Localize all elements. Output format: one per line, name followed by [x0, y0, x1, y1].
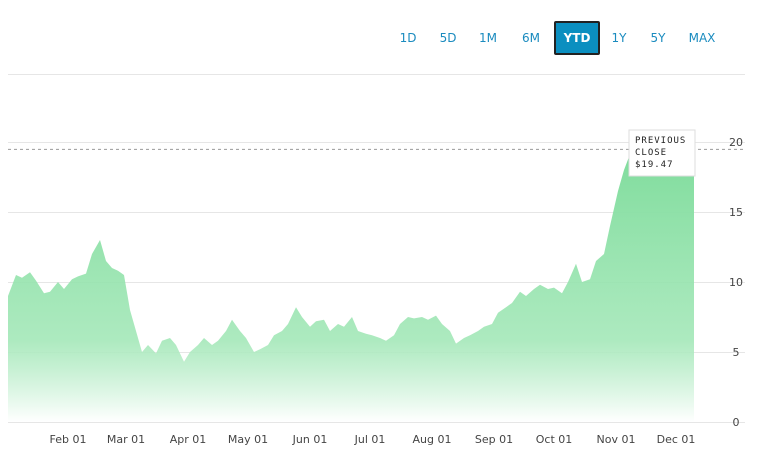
x-axis: Feb 01 Mar 01 Apr 01 May 01 Jun 01 Jul 01 Aug … [50, 433, 696, 446]
y-tick-label: 0 [733, 416, 740, 429]
x-tick-label: Feb 01 [50, 433, 87, 446]
area-series [8, 147, 694, 422]
x-tick-label: Aug 01 [413, 433, 452, 446]
previous-close-label-line1: PREVIOUS [635, 136, 686, 146]
x-tick-label: Oct 01 [536, 433, 573, 446]
previous-close-label-line2: CLOSE [635, 148, 667, 158]
range-button-ytd[interactable]: YTD [554, 21, 600, 55]
y-tick-label: 15 [729, 206, 743, 219]
x-tick-label: Apr 01 [170, 433, 207, 446]
x-tick-label: Jul 01 [354, 433, 386, 446]
y-tick-label: 10 [729, 276, 743, 289]
y-tick-label: 5 [733, 346, 740, 359]
range-button-1y[interactable]: 1Y [603, 21, 635, 55]
previous-close-tooltip [628, 129, 696, 177]
range-button-1m[interactable]: 1M [470, 21, 506, 55]
range-button-max[interactable]: MAX [682, 21, 722, 55]
range-button-5y[interactable]: 5Y [638, 21, 678, 55]
x-tick-label: Jun 01 [292, 433, 328, 446]
range-button-6m[interactable]: 6M [512, 21, 550, 55]
x-tick-label: Sep 01 [475, 433, 513, 446]
y-axis: 0 5 10 15 20 [729, 136, 743, 429]
range-button-1d[interactable]: 1D [390, 21, 426, 55]
price-area [8, 147, 694, 422]
x-tick-label: Nov 01 [597, 433, 636, 446]
x-tick-label: Mar 01 [107, 433, 145, 446]
previous-close-marker: PREVIOUS CLOSE $19.47 [8, 129, 745, 177]
x-tick-label: May 01 [228, 433, 268, 446]
range-button-5d[interactable]: 5D [430, 21, 466, 55]
previous-close-value: $19.47 [635, 160, 674, 170]
y-tick-label: 20 [729, 136, 743, 149]
x-tick-label: Dec 01 [657, 433, 696, 446]
